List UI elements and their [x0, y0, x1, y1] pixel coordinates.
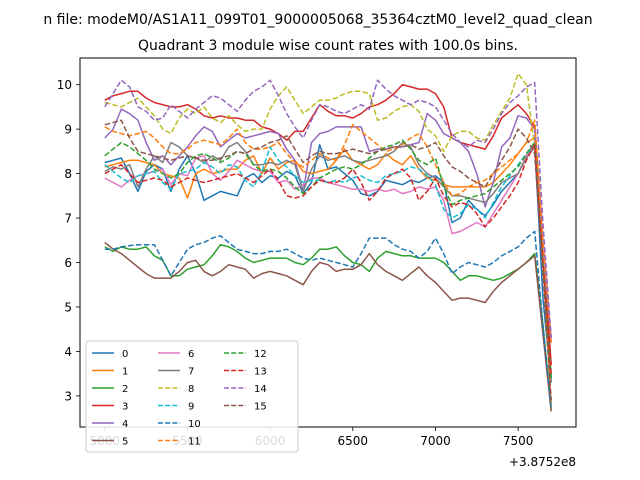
series-line-11: [104, 119, 552, 343]
y-tick-label: 3: [64, 389, 72, 403]
y-tick-label: 8: [64, 167, 72, 181]
chart-title: Quadrant 3 module wise count rates with …: [138, 38, 518, 54]
series-line-8: [104, 72, 552, 379]
legend-label-7: 7: [188, 367, 194, 378]
series-lines-group: [104, 72, 552, 412]
legend-label-5: 5: [122, 437, 128, 448]
y-tick-label: 5: [64, 300, 72, 314]
legend-label-2: 2: [122, 384, 128, 395]
legend-label-11: 11: [188, 437, 201, 448]
y-tick-label: 6: [64, 256, 72, 270]
legend-label-12: 12: [254, 349, 267, 360]
y-tick-label: 7: [64, 212, 72, 226]
series-line-10: [104, 230, 552, 410]
legend-frame: [85, 340, 299, 453]
x-axis-offset-label: +3.8752e8: [509, 455, 576, 469]
series-line-5: [104, 241, 552, 412]
legend-label-9: 9: [188, 402, 194, 413]
legend-label-6: 6: [188, 349, 194, 360]
x-tick-label: 7000: [420, 434, 451, 448]
plot-frame: [79, 57, 577, 428]
x-tick-label: 6500: [338, 434, 369, 448]
legend-label-13: 13: [254, 367, 267, 378]
y-tick-label: 10: [57, 78, 72, 92]
series-line-13: [104, 143, 552, 374]
y-tick-label: 4: [64, 345, 72, 359]
series-line-7: [104, 141, 552, 383]
series-line-1: [104, 137, 552, 405]
y-tick-label: 9: [64, 123, 72, 137]
series-line-3: [104, 83, 552, 365]
legend-label-14: 14: [254, 384, 267, 395]
x-tick-label: 7500: [503, 434, 534, 448]
figure-suptitle: n file: modeM0/AS1A11_099T01_9000005068_…: [43, 12, 592, 28]
legend-label-10: 10: [188, 419, 201, 430]
legend-label-8: 8: [188, 384, 194, 395]
legend-label-0: 0: [122, 349, 128, 360]
legend-label-3: 3: [122, 402, 128, 413]
legend-label-1: 1: [122, 367, 128, 378]
legend-label-15: 15: [254, 402, 267, 413]
series-line-4: [104, 108, 552, 343]
series-line-14: [104, 79, 552, 339]
legend-label-4: 4: [122, 419, 128, 430]
series-line-2: [104, 243, 552, 410]
y-axis-ticks: 3 4 5 6 7 8 9 10: [57, 78, 80, 403]
series-line-12: [104, 139, 552, 379]
series-line-15: [104, 119, 552, 401]
